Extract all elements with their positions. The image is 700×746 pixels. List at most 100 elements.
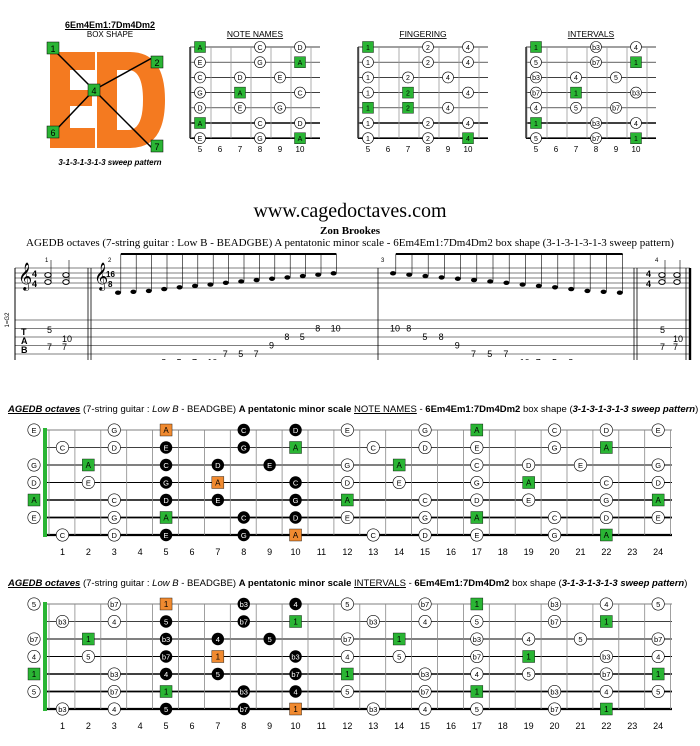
svg-text:E: E (474, 444, 479, 453)
svg-text:5: 5 (534, 60, 538, 67)
fret-note: b3 (107, 667, 121, 681)
fret-note: 1 (159, 597, 173, 611)
score-note (238, 279, 245, 284)
mini-note: 4 (462, 132, 474, 144)
svg-text:C: C (371, 444, 377, 453)
svg-text:4: 4 (646, 269, 651, 279)
fret-note: E (81, 475, 95, 489)
svg-text:A: A (604, 444, 610, 453)
svg-text:E: E (267, 461, 272, 470)
score-note (390, 271, 396, 276)
svg-text:4: 4 (293, 600, 297, 609)
svg-text:C: C (552, 514, 558, 523)
fret-note: C (548, 423, 562, 437)
svg-text:D: D (31, 479, 37, 488)
fret-number: 6 (189, 547, 194, 557)
fret-number: 21 (575, 547, 585, 557)
score-note (568, 286, 575, 292)
svg-text:G: G (422, 514, 428, 523)
svg-text:b7: b7 (550, 705, 558, 714)
fret-note: 5 (340, 597, 354, 611)
fret-number: 13 (368, 547, 378, 557)
tab-fret: 5 (177, 358, 182, 361)
fret-note: D (651, 475, 665, 489)
fret-note: G (548, 440, 562, 454)
mini-note: 1 (630, 132, 642, 144)
fret-number: 5 (164, 721, 169, 731)
mini-note: D (194, 102, 206, 114)
fret-number: 9 (267, 721, 272, 731)
svg-text:2: 2 (154, 58, 159, 68)
fret-note: C (548, 511, 562, 525)
mini-note: 1 (570, 86, 582, 99)
svg-text:2: 2 (426, 121, 430, 128)
fret-number: 7 (215, 721, 220, 731)
svg-text:C: C (197, 75, 202, 82)
fret-note: A (470, 511, 484, 524)
mini-fret-number: 10 (464, 145, 473, 154)
fret-note: A (211, 476, 225, 489)
svg-text:b3: b3 (110, 670, 118, 679)
fret-note: b7 (107, 685, 121, 699)
svg-text:8: 8 (108, 280, 113, 289)
fret-note: A (82, 458, 95, 472)
fret-number: 23 (627, 721, 637, 731)
score-note (422, 273, 429, 279)
svg-text:5: 5 (660, 359, 665, 360)
tab-fret: 5 (487, 349, 492, 359)
svg-text:4: 4 (634, 45, 638, 52)
svg-text:1: 1 (366, 75, 370, 82)
tab-fret: 8 (406, 324, 411, 334)
fret-note: 1 (27, 667, 41, 681)
score-note (535, 283, 542, 289)
score-note (600, 289, 607, 294)
fret-note: D (418, 440, 432, 454)
svg-text:1: 1 (32, 670, 37, 679)
tab-fret: 8 (284, 332, 289, 342)
svg-text:1: 1 (164, 600, 169, 609)
mini-fret-number: 6 (218, 145, 223, 154)
svg-text:D: D (422, 531, 428, 540)
fret-note: 1 (159, 685, 173, 698)
fret-number: 11 (317, 721, 326, 731)
svg-text:G: G (655, 461, 661, 470)
mini-note: 5 (530, 132, 542, 144)
fret-number: 2 (86, 721, 91, 731)
svg-text:A: A (86, 461, 92, 470)
fret-note: E (159, 528, 173, 542)
mini-note: 5 (530, 56, 542, 69)
svg-text:E: E (278, 75, 283, 82)
mini-fret-number: 8 (426, 145, 431, 154)
mini-diagram-title: NOTE NAMES (227, 29, 284, 39)
fret-note: b3 (418, 667, 432, 681)
svg-text:1: 1 (366, 136, 370, 143)
svg-text:G: G (241, 531, 247, 540)
fret-note: b7 (340, 632, 354, 646)
fret-note: b3 (470, 632, 484, 646)
svg-text:b7: b7 (473, 653, 481, 662)
fret-note: A (600, 441, 613, 454)
fret-note: C (470, 458, 484, 472)
svg-text:C: C (293, 479, 299, 488)
fret-number: 11 (317, 547, 326, 557)
fret-note: 4 (522, 632, 536, 646)
svg-text:A: A (345, 496, 351, 505)
tuning-label: 1=G2 (5, 312, 11, 328)
fret-note: G (237, 441, 250, 454)
fret-note: 1 (600, 615, 613, 628)
svg-text:b7: b7 (110, 600, 118, 609)
svg-text:5: 5 (164, 705, 168, 714)
box-marker-6: 6 (46, 125, 60, 139)
svg-text:D: D (112, 444, 118, 453)
fret-note: C (366, 440, 380, 454)
mini-fret-number: 5 (366, 145, 371, 154)
svg-text:5: 5 (660, 325, 665, 335)
svg-text:b3: b3 (58, 705, 66, 714)
svg-text:4: 4 (604, 688, 608, 697)
tab-fret: 7 (536, 358, 541, 361)
score-note (222, 280, 229, 285)
svg-text:C: C (422, 496, 428, 505)
svg-text:b3: b3 (602, 653, 610, 662)
nut (43, 602, 47, 711)
